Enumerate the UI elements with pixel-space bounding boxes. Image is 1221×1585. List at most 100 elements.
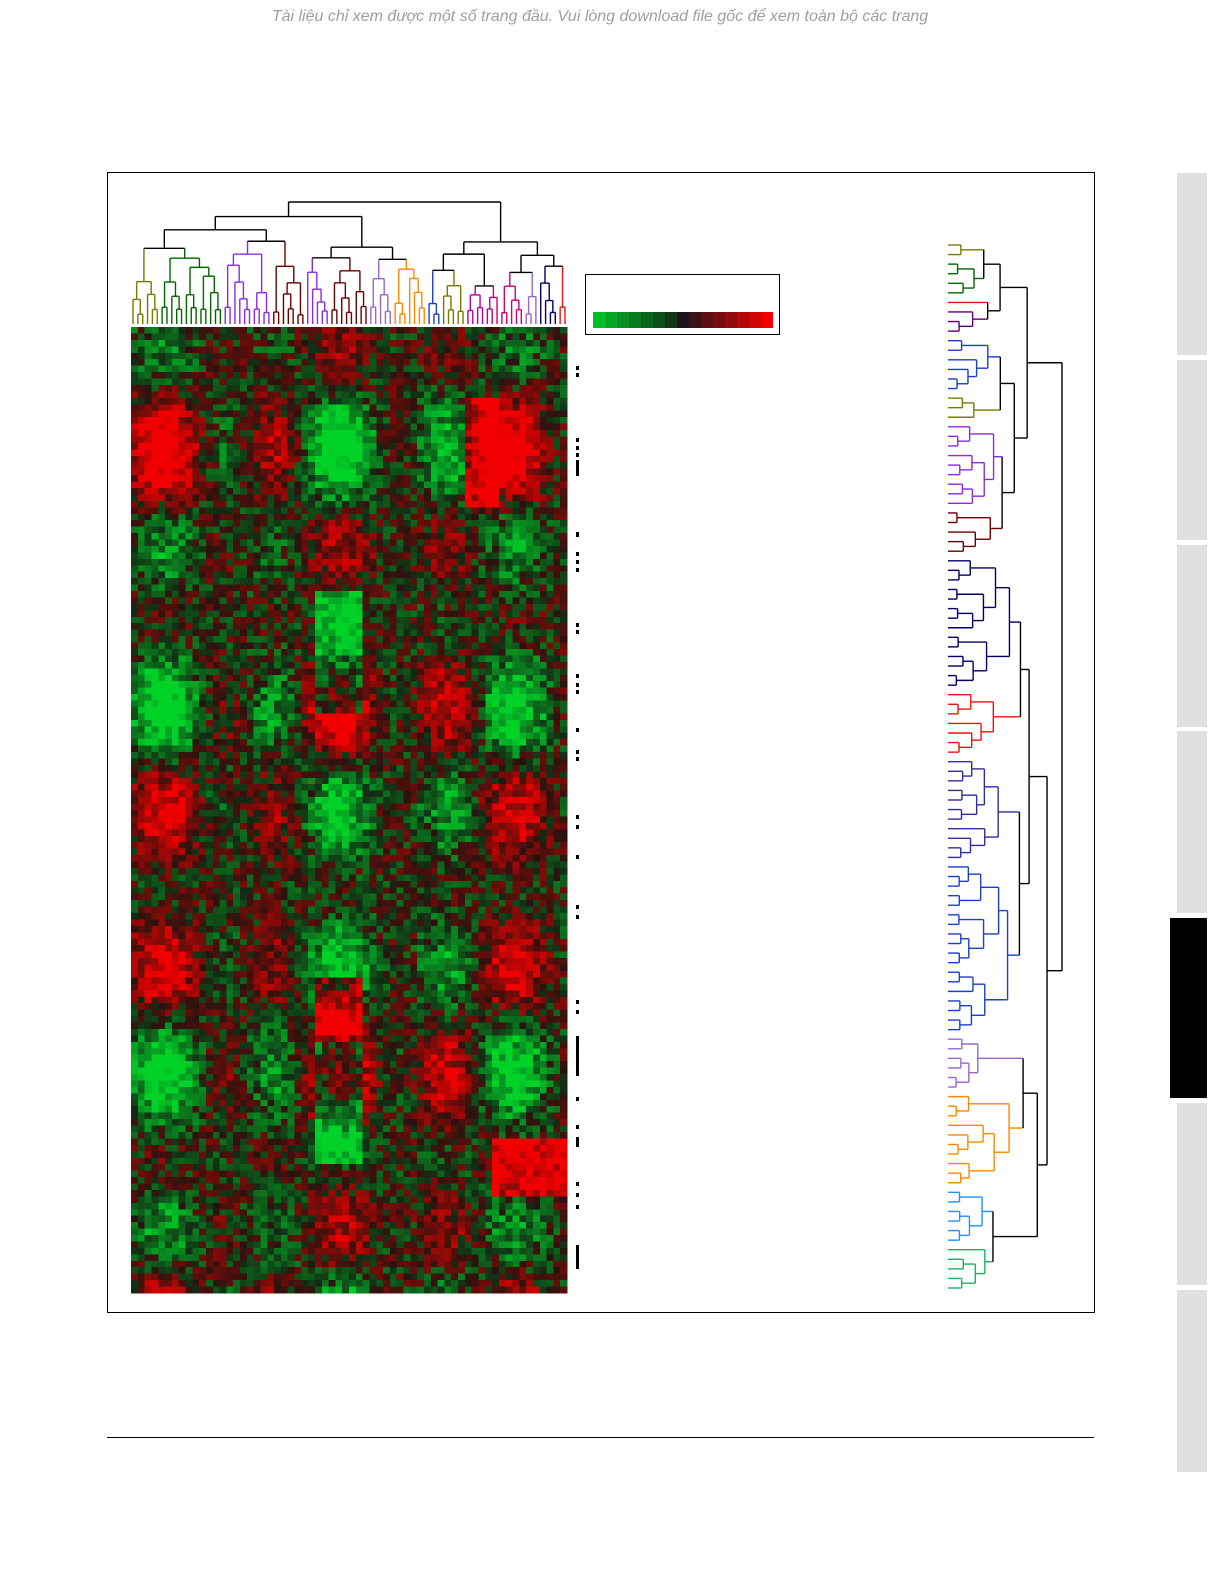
heatmap-cell — [233, 417, 241, 424]
heatmap-cell — [267, 404, 275, 412]
heatmap-cell — [144, 706, 152, 714]
heatmap-cell — [526, 520, 534, 527]
heatmap-cell — [369, 397, 377, 405]
heatmap-cell — [342, 378, 350, 386]
heatmap-cell — [314, 674, 323, 682]
heatmap-cell — [171, 758, 179, 766]
heatmap-cell — [233, 494, 241, 502]
heatmap-cell — [553, 584, 561, 592]
heatmap-cell — [560, 488, 568, 495]
heatmap-cell — [410, 475, 418, 482]
heatmap-cell — [287, 539, 295, 547]
heatmap-cell — [342, 449, 350, 457]
heatmap-cell — [396, 558, 404, 566]
heatmap-cell — [403, 391, 411, 399]
heatmap-cell — [369, 391, 377, 399]
heatmap-cell — [444, 687, 452, 695]
heatmap-cell — [526, 333, 534, 341]
heatmap-cell — [205, 372, 214, 379]
heatmap-cell — [314, 623, 323, 630]
heatmap-cell — [314, 790, 323, 798]
heatmap-cell — [137, 494, 145, 502]
heatmap-cell — [410, 803, 418, 811]
heatmap-cell — [280, 384, 288, 392]
heatmap-cell — [512, 372, 520, 379]
heatmap-cell — [546, 726, 554, 734]
heatmap-cell — [498, 372, 506, 379]
heatmap-cell — [267, 449, 275, 457]
heatmap-cell — [314, 378, 323, 386]
heatmap-cell — [274, 410, 282, 418]
heatmap-cell — [430, 507, 438, 515]
heatmap-cell — [519, 352, 527, 360]
heatmap-cell — [512, 790, 520, 798]
heatmap-cell — [376, 591, 384, 598]
heatmap-cell — [199, 475, 207, 482]
heatmap-cell — [274, 513, 282, 521]
heatmap-cell — [444, 333, 452, 341]
heatmap-cell — [171, 578, 179, 585]
heatmap-cell — [342, 545, 350, 553]
heatmap-cell — [396, 694, 404, 701]
heatmap-cell — [423, 674, 432, 682]
heatmap-cell — [335, 475, 343, 482]
heatmap-cell — [464, 462, 472, 469]
heatmap-cell — [185, 397, 193, 405]
heatmap-cell — [144, 571, 152, 579]
heatmap-cell — [417, 591, 425, 598]
heatmap-cell — [423, 713, 432, 721]
heatmap-cell — [519, 346, 527, 354]
heatmap-cell — [403, 436, 411, 444]
heatmap-cell — [444, 629, 452, 637]
heatmap-cell — [246, 455, 254, 463]
heatmap-cell — [505, 404, 513, 412]
heatmap-cell — [464, 397, 472, 405]
heatmap-cell — [403, 674, 411, 682]
heatmap-cell — [301, 513, 309, 521]
heatmap-cell — [532, 365, 541, 373]
heatmap-cell — [185, 694, 193, 701]
heatmap-cell — [417, 616, 425, 624]
heatmap-cell — [131, 372, 139, 379]
heatmap-cell — [519, 378, 527, 386]
heatmap-cell — [417, 455, 425, 463]
heatmap-cell — [294, 565, 302, 573]
heatmap-cell — [396, 533, 404, 540]
heatmap-cell — [165, 404, 173, 412]
heatmap-cell — [471, 642, 479, 650]
heatmap-cell — [240, 359, 248, 366]
heatmap-cell — [246, 384, 254, 392]
heatmap-cell — [212, 526, 220, 534]
heatmap-cell — [199, 745, 207, 753]
heatmap-cell — [396, 442, 404, 450]
heatmap-cell — [498, 681, 506, 688]
heatmap-cell — [396, 475, 404, 482]
heatmap-cell — [192, 436, 200, 444]
heatmap-cell — [485, 578, 493, 585]
heatmap-cell — [423, 384, 432, 392]
heatmap-cell — [471, 520, 479, 527]
heatmap-cell — [498, 629, 506, 637]
heatmap-cell — [294, 732, 302, 740]
heatmap-cell — [287, 706, 295, 714]
heatmap-cell — [349, 404, 357, 412]
heatmap-cell — [471, 681, 479, 688]
heatmap-cell — [287, 700, 295, 708]
heatmap-cell — [546, 719, 554, 727]
heatmap-cell — [355, 629, 363, 637]
heatmap-cell — [280, 507, 288, 515]
heatmap-cell — [349, 668, 357, 676]
heatmap-cell — [355, 397, 363, 405]
heatmap-cell — [423, 816, 432, 824]
heatmap-cell — [430, 578, 438, 585]
heatmap-cell — [437, 649, 445, 656]
heatmap-cell — [219, 391, 227, 399]
heatmap-cell — [553, 475, 561, 482]
heatmap-cell — [532, 810, 541, 817]
heatmap-cell — [314, 784, 323, 791]
heatmap-cell — [301, 333, 309, 341]
heatmap-cell — [389, 687, 397, 695]
heatmap-cell — [369, 578, 377, 585]
heatmap-cell — [458, 636, 466, 643]
heatmap-cell — [478, 706, 486, 714]
